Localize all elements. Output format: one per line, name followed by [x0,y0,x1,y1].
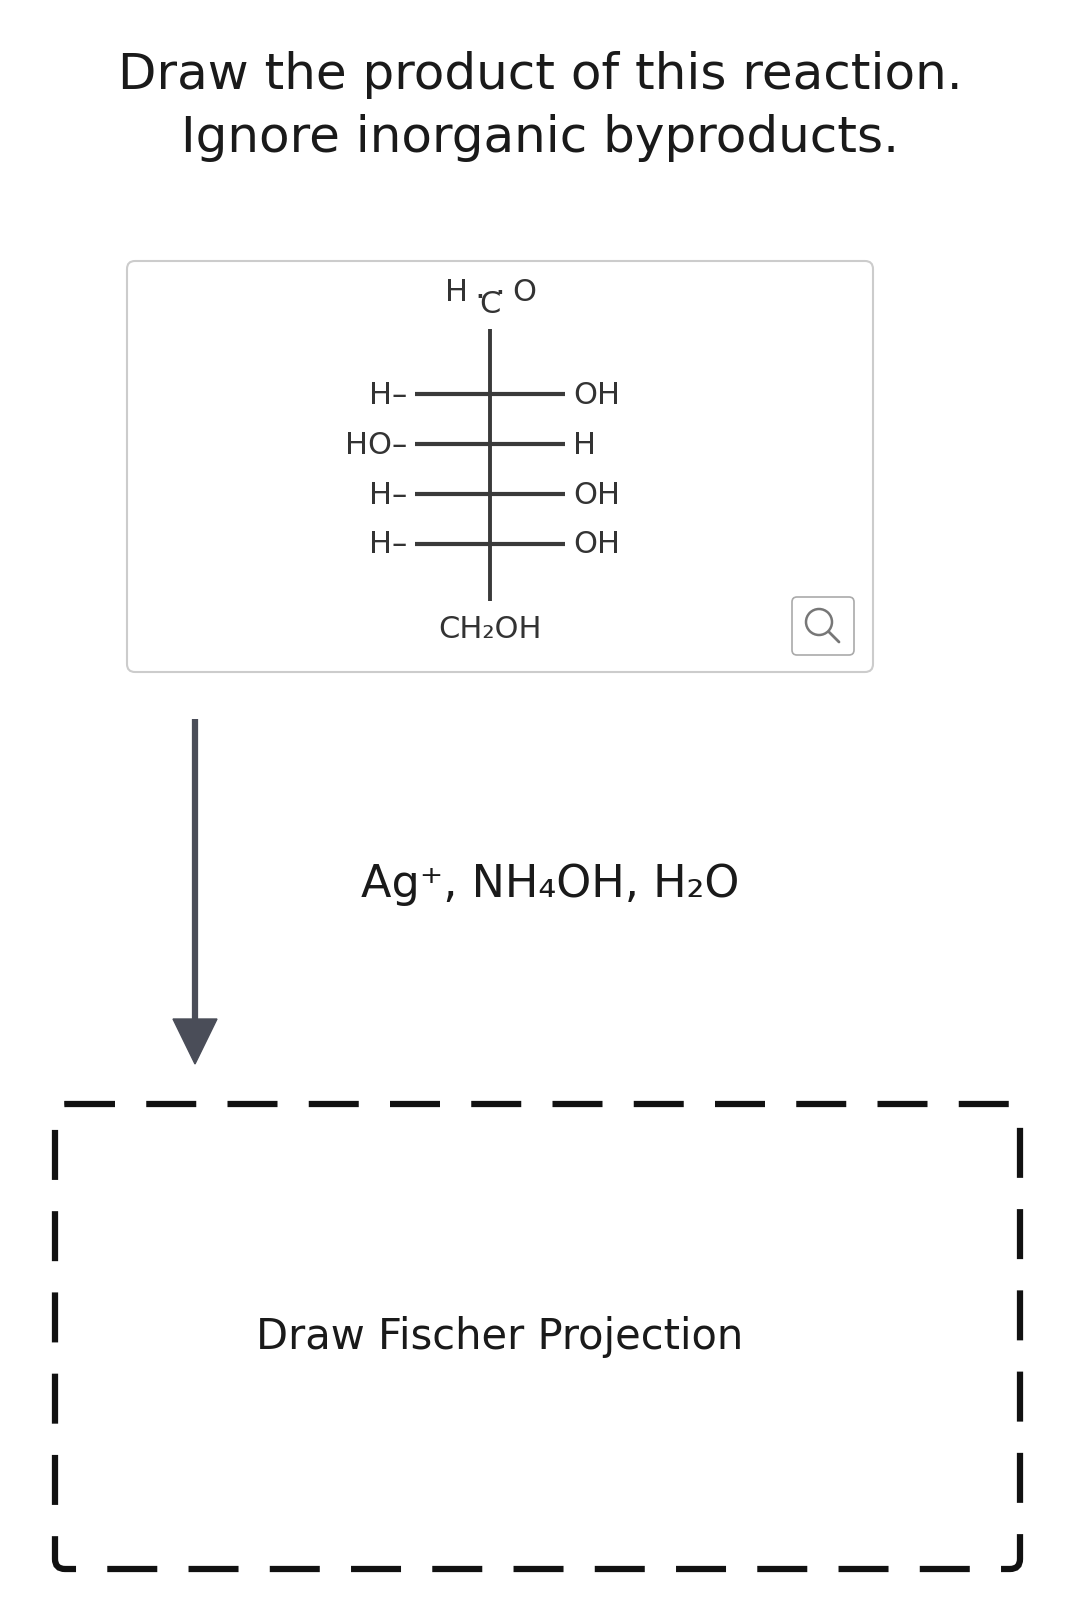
Text: H: H [445,278,468,307]
Text: Ignore inorganic byproducts.: Ignore inorganic byproducts. [181,115,899,161]
Text: OH: OH [573,529,620,558]
Text: H: H [573,431,596,460]
Text: Ag⁺, NH₄OH, H₂O: Ag⁺, NH₄OH, H₂O [361,863,739,905]
Text: ·: · [495,278,505,312]
Text: Draw Fischer Projection: Draw Fischer Projection [256,1315,743,1357]
Text: ·: · [474,282,485,315]
FancyBboxPatch shape [792,597,854,655]
Polygon shape [173,1020,217,1064]
Text: OH: OH [573,481,620,508]
FancyBboxPatch shape [127,261,873,673]
Text: HO–: HO– [345,431,407,460]
Text: OH: OH [573,381,620,410]
FancyBboxPatch shape [55,1104,1020,1569]
Text: O: O [512,278,536,307]
Text: H–: H– [368,529,407,558]
Text: CH₂OH: CH₂OH [438,615,542,644]
Text: H–: H– [368,381,407,410]
Text: C: C [480,291,501,320]
Text: H–: H– [368,481,407,508]
Text: Draw the product of this reaction.: Draw the product of this reaction. [118,52,962,98]
